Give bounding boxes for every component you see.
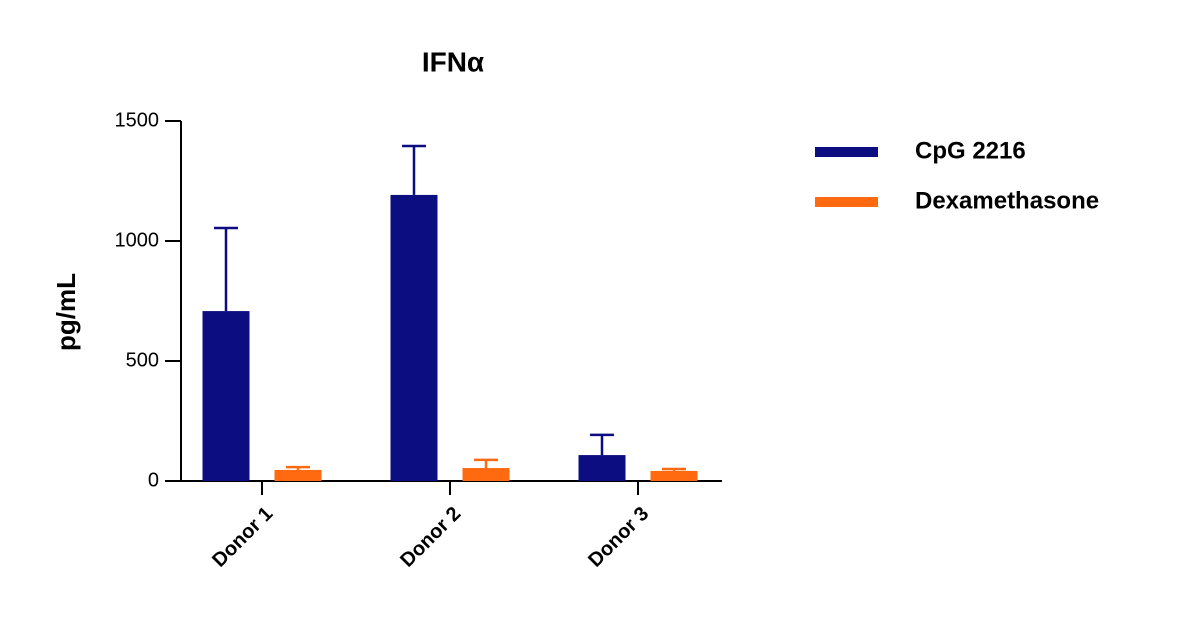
y-tick-label: 0 xyxy=(148,469,159,491)
legend-swatch xyxy=(815,197,878,207)
bar xyxy=(274,469,322,481)
chart-title: IFNα xyxy=(422,46,484,77)
x-tick-label: Donor 2 xyxy=(396,503,465,572)
error-bar xyxy=(474,458,498,469)
y-tick-label: 1000 xyxy=(115,229,160,251)
bar xyxy=(650,470,698,481)
bar xyxy=(202,311,250,481)
error-bar xyxy=(402,144,426,195)
legend-label: Dexamethasone xyxy=(915,187,1099,214)
error-bar xyxy=(662,467,686,471)
y-tick-label: 1500 xyxy=(115,109,160,131)
legend-swatch xyxy=(815,147,878,157)
error-bar xyxy=(590,433,614,456)
x-tick-label: Donor 3 xyxy=(584,503,653,572)
legend-label: CpG 2216 xyxy=(915,137,1026,164)
y-tick-label: 500 xyxy=(126,349,159,371)
y-axis-label: pg/mL xyxy=(51,273,81,351)
error-bar xyxy=(286,465,310,470)
bar xyxy=(390,194,438,482)
bar xyxy=(462,468,510,481)
error-bar xyxy=(214,226,238,312)
x-tick-label: Donor 1 xyxy=(208,503,277,572)
bar xyxy=(578,455,626,481)
